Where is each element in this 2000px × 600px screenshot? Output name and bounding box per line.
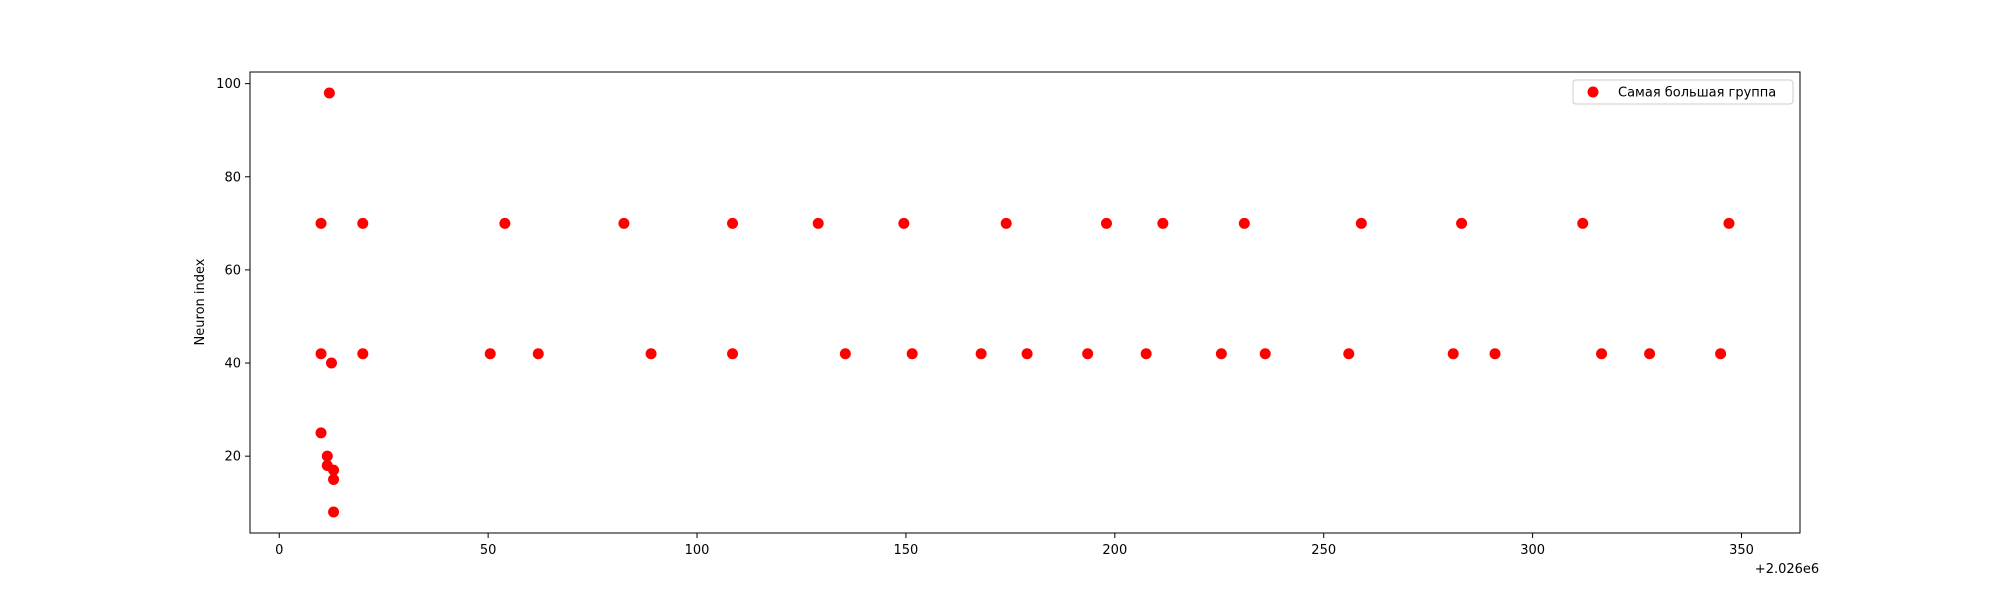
data-point	[357, 217, 369, 229]
legend-marker	[1587, 86, 1599, 98]
data-point	[1140, 348, 1152, 360]
y-tick-label: 20	[224, 450, 241, 465]
data-point	[328, 506, 340, 518]
y-axis-label: Neuron index	[193, 258, 208, 345]
data-point	[1489, 348, 1501, 360]
x-tick-label: 250	[1311, 543, 1336, 558]
data-point	[499, 217, 511, 229]
data-point	[1577, 217, 1589, 229]
data-point	[906, 348, 918, 360]
data-point	[727, 217, 739, 229]
x-axis: 0 50 100 150 200 250 300 350	[275, 533, 1754, 558]
data-point	[1456, 217, 1468, 229]
x-tick-label: 150	[894, 543, 919, 558]
data-point	[1723, 217, 1735, 229]
y-tick-label: 60	[224, 263, 241, 278]
data-point	[315, 348, 327, 360]
legend-label: Самая большая группа	[1618, 86, 1776, 101]
data-point	[812, 217, 824, 229]
y-tick-label: 100	[216, 77, 241, 92]
x-tick-label: 100	[685, 543, 710, 558]
data-point	[898, 217, 910, 229]
data-point	[315, 427, 327, 439]
legend: Самая большая группа	[1572, 79, 1794, 105]
data-points	[315, 87, 1735, 518]
data-point	[727, 348, 739, 360]
data-point	[325, 357, 337, 369]
data-point	[1021, 348, 1033, 360]
data-point	[321, 450, 333, 462]
data-point	[1343, 348, 1355, 360]
data-point	[1259, 348, 1271, 360]
data-point	[1355, 217, 1367, 229]
y-tick-label: 40	[224, 357, 241, 372]
data-point	[484, 348, 496, 360]
legend-box	[1572, 79, 1794, 105]
data-point	[1000, 217, 1012, 229]
data-point	[328, 473, 340, 485]
data-point	[839, 348, 851, 360]
data-point	[1596, 348, 1608, 360]
y-tick-label: 80	[224, 170, 241, 185]
x-axis-offset-label: +2.026e6	[1755, 562, 1819, 577]
data-point	[532, 348, 544, 360]
x-tick-label: 300	[1520, 543, 1545, 558]
x-tick-label: 0	[275, 543, 283, 558]
data-point	[1644, 348, 1656, 360]
data-point	[1215, 348, 1227, 360]
plot-frame	[249, 71, 1801, 534]
data-point	[1157, 217, 1169, 229]
data-point	[328, 464, 340, 476]
data-point	[618, 217, 630, 229]
plot-area	[250, 72, 1800, 533]
data-point	[975, 348, 987, 360]
x-tick-label: 50	[480, 543, 497, 558]
data-point	[645, 348, 657, 360]
data-point	[1715, 348, 1727, 360]
data-point	[323, 87, 335, 99]
data-point	[315, 217, 327, 229]
data-point	[1447, 348, 1459, 360]
data-point	[1082, 348, 1094, 360]
x-tick-label: 350	[1729, 543, 1754, 558]
data-point	[1238, 217, 1250, 229]
y-axis: 20 40 60 80 100	[216, 77, 250, 465]
x-tick-label: 200	[1102, 543, 1127, 558]
data-point	[1100, 217, 1112, 229]
data-point	[357, 348, 369, 360]
